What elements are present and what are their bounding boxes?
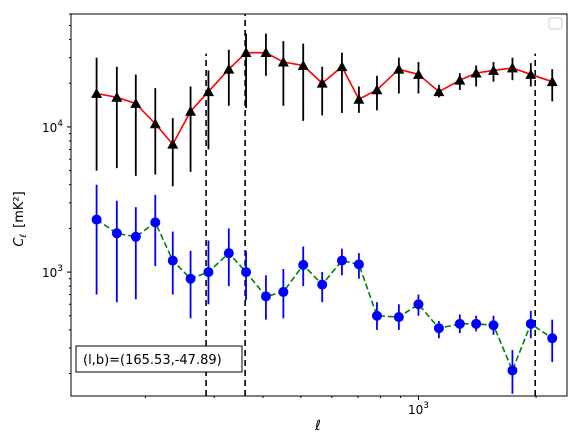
series-0-point-17	[412, 68, 424, 79]
series-0-point-7	[223, 63, 235, 74]
series-1-point-15	[371, 310, 382, 321]
x-axis-label: ℓ	[314, 418, 321, 434]
series-1-point-3	[150, 217, 161, 228]
series-0-point-13	[336, 61, 348, 72]
series-0-point-23	[525, 68, 537, 79]
series-1-point-0	[91, 214, 102, 225]
series-1-point-24	[547, 333, 558, 344]
series-0-point-22	[506, 62, 518, 73]
series-1-point-16	[393, 312, 404, 323]
series-0-point-14	[353, 93, 365, 104]
series-0-point-5	[185, 105, 197, 116]
series-1-point-6	[203, 267, 214, 278]
series-1-point-13	[336, 255, 347, 266]
x-tick-label-base: 10	[408, 403, 423, 417]
y-axis-label-symbol: C	[12, 237, 27, 247]
series-1-point-4	[167, 255, 178, 266]
series-0-point-9	[260, 47, 272, 58]
legend	[548, 17, 563, 30]
y-tick-label-exponent: 3	[57, 264, 63, 274]
series-0-point-11	[297, 60, 309, 70]
series-0-point-4	[167, 138, 179, 149]
y-axis-label: Cℓ [mK²]	[12, 191, 29, 246]
series-0-point-21	[487, 64, 499, 75]
series-0-point-20	[470, 67, 482, 78]
series-0-point-1	[111, 91, 123, 102]
x-tick-label-0: 103	[408, 401, 429, 417]
series-0-point-8	[240, 47, 252, 58]
series-0-point-2	[130, 98, 142, 108]
y-tick-label-0: 103	[42, 264, 63, 280]
series-1-point-5	[185, 273, 196, 284]
y-tick-label-exponent: 4	[57, 119, 63, 129]
series-1-point-2	[130, 231, 141, 242]
series-1-point-9	[260, 291, 271, 302]
series-0-point-24	[546, 76, 558, 87]
y-axis-label-subscript: ℓ	[19, 234, 29, 239]
series-markers	[91, 47, 558, 376]
annotation-frame	[75, 345, 243, 373]
series-0-point-0	[91, 87, 103, 98]
annotation-text: (l,b)=(165.53,-47.89)	[83, 353, 222, 368]
legend-box	[548, 17, 563, 30]
series-1-point-19	[454, 318, 465, 329]
y-axis-label-units: [mK²]	[12, 191, 27, 228]
series-0-line	[96, 51, 553, 146]
series-1-point-14	[353, 259, 364, 270]
series-1-point-11	[298, 259, 309, 270]
series-0-point-3	[149, 118, 161, 129]
series-1-point-17	[413, 299, 424, 310]
x-tick-label-exponent: 3	[423, 401, 429, 411]
series-0-point-10	[277, 56, 289, 67]
axis-ticks	[67, 13, 537, 400]
series-0-point-18	[433, 86, 445, 97]
series-1-point-10	[278, 286, 289, 297]
y-tick-label-1: 104	[42, 119, 63, 135]
plot-area	[70, 13, 568, 397]
series-0-point-12	[316, 77, 328, 88]
series-1-point-21	[488, 320, 499, 331]
series-1-point-22	[507, 365, 518, 376]
series-0-point-16	[393, 63, 405, 74]
y-tick-label-base: 10	[42, 121, 57, 135]
y-tick-label-base: 10	[42, 266, 57, 280]
annotation-box: (l,b)=(165.53,-47.89)	[75, 345, 243, 373]
series-0-point-19	[454, 74, 466, 85]
series-1-point-12	[317, 279, 328, 290]
series-lines	[96, 51, 553, 373]
series-0-point-6	[202, 86, 214, 97]
series-1-point-23	[525, 318, 536, 329]
series-1-point-7	[223, 248, 234, 259]
series-1-point-18	[433, 323, 444, 334]
series-1-point-1	[111, 228, 122, 239]
series-1-point-20	[471, 318, 482, 329]
vertical-reference-lines	[205, 14, 537, 396]
series-1-point-8	[241, 267, 252, 278]
series-0-point-15	[371, 84, 383, 95]
